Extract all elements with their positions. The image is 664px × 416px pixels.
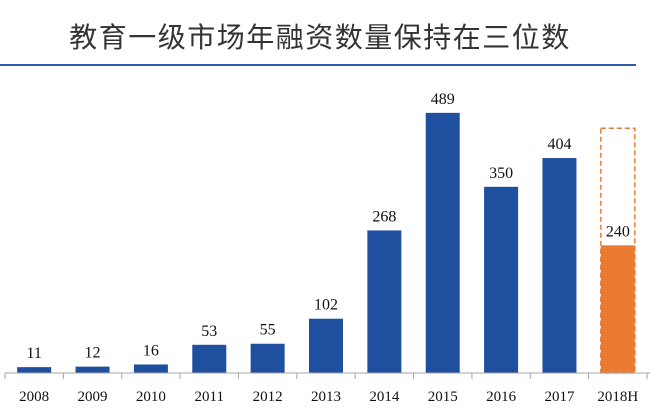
data-label-2011: 53	[201, 323, 217, 340]
data-label-2013: 102	[314, 297, 338, 314]
x-tick-label-2012: 2012	[253, 389, 283, 405]
data-label-2015: 489	[431, 91, 455, 108]
x-tick-label-2016: 2016	[486, 389, 517, 405]
bar-2012	[250, 343, 285, 373]
bar-2018H	[600, 245, 635, 373]
bar-2017	[542, 158, 577, 373]
data-label-2017: 404	[547, 136, 571, 153]
chart-title: 教育一级市场年融资数量保持在三位数	[69, 21, 571, 54]
bar-2014	[367, 230, 402, 373]
bar-2015	[425, 112, 460, 374]
bar-2010	[133, 364, 168, 373]
bar-2011	[192, 344, 227, 373]
title-divider	[0, 64, 636, 66]
data-label-2010: 16	[143, 342, 159, 359]
x-axis: 2008 2009 2010 2011 2012 2013 2014 2015 2016 2017…	[4, 372, 650, 405]
data-label-2009: 12	[85, 345, 101, 362]
x-tick-label-2018H: 2018H	[597, 389, 638, 405]
x-tick-label-2015: 2015	[428, 389, 458, 405]
x-tick-label-2013: 2013	[311, 389, 341, 405]
data-label-2012: 55	[260, 322, 276, 339]
x-tick-label-2014: 2014	[369, 389, 400, 405]
bar-2013	[309, 318, 343, 373]
data-label-2014: 268	[372, 208, 396, 225]
x-tick-label-2010: 2010	[136, 389, 166, 405]
x-tick-label-2009: 2009	[78, 389, 108, 405]
bar-2016	[484, 186, 519, 373]
data-labels: 11 12 16 53 55 102 268 489 350 404 240	[26, 91, 629, 362]
bar-2009	[75, 366, 110, 373]
data-label-2016: 350	[489, 165, 513, 182]
data-label-2008: 11	[26, 345, 41, 362]
data-label-2018H: 240	[606, 223, 630, 240]
x-tick-label-2017: 2017	[544, 389, 575, 405]
x-tick-label-2011: 2011	[195, 389, 224, 405]
bars	[17, 112, 635, 374]
bar-2008	[17, 367, 52, 373]
x-tick-label-2008: 2008	[19, 389, 49, 405]
